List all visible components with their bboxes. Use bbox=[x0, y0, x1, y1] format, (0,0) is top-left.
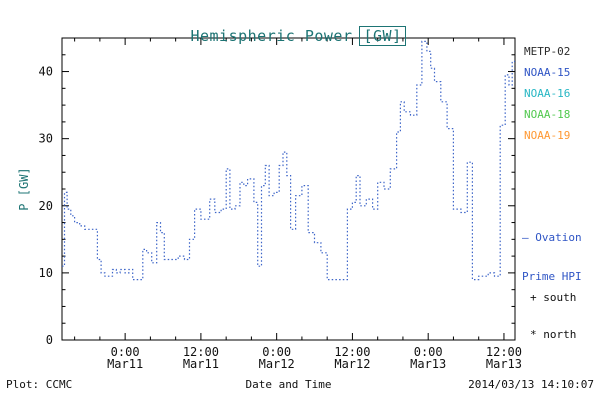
y-tick-label: 30 bbox=[39, 132, 53, 146]
chart-title-unit: [GW] bbox=[359, 26, 406, 46]
x-tick-time-label: 12:00 bbox=[486, 345, 522, 359]
x-tick-time-label: 12:00 bbox=[183, 345, 219, 359]
y-tick-label: 40 bbox=[39, 65, 53, 79]
legend-item-noaa15: NOAA-15 bbox=[524, 66, 571, 79]
north-marker-label: * north bbox=[530, 328, 577, 341]
legend-item-noaa18: NOAA-18 bbox=[524, 108, 571, 121]
hpi-step-line bbox=[62, 40, 515, 281]
ovation-prime-label-line2: Prime HPI bbox=[522, 270, 582, 283]
x-tick-time-label: 0:00 bbox=[111, 345, 140, 359]
legend-item-noaa19: NOAA-19 bbox=[524, 129, 571, 142]
ovation-prime-label-line1: — Ovation bbox=[522, 231, 582, 244]
chart-title: Hemispheric Power [GW] bbox=[62, 9, 515, 46]
y-tick-label: 0 bbox=[46, 333, 53, 347]
south-marker-label: + south bbox=[530, 291, 577, 304]
chart-title-text: Hemispheric Power bbox=[190, 27, 353, 45]
ovation-prime-label: — Ovation Prime HPI bbox=[522, 205, 582, 296]
x-tick-date-label: Mar11 bbox=[107, 357, 143, 371]
x-tick-date-label: Mar13 bbox=[486, 357, 522, 371]
timestamp: 2014/03/13 14:10:07 bbox=[468, 378, 594, 391]
plot-credit: Plot: CCMC bbox=[6, 378, 73, 391]
x-tick-time-label: 0:00 bbox=[262, 345, 291, 359]
x-tick-time-label: 12:00 bbox=[334, 345, 370, 359]
x-axis-label: Date and Time bbox=[245, 378, 332, 391]
x-tick-date-label: Mar11 bbox=[183, 357, 219, 371]
x-tick-date-label: Mar12 bbox=[259, 357, 295, 371]
legend-item-noaa16: NOAA-16 bbox=[524, 87, 571, 100]
x-tick-time-label: 0:00 bbox=[414, 345, 443, 359]
plot-frame bbox=[61, 37, 516, 341]
x-tick-date-label: Mar12 bbox=[334, 357, 370, 371]
y-axis-label: P [GW] bbox=[17, 167, 31, 211]
legend-item-metp02: METP-02 bbox=[524, 45, 571, 58]
y-tick-label: 10 bbox=[39, 266, 53, 280]
x-tick-date-label: Mar13 bbox=[410, 357, 446, 371]
satellite-legend: METP-02 NOAA-15 NOAA-16 NOAA-18 NOAA-19 bbox=[524, 46, 570, 142]
y-tick-label: 20 bbox=[39, 199, 53, 213]
